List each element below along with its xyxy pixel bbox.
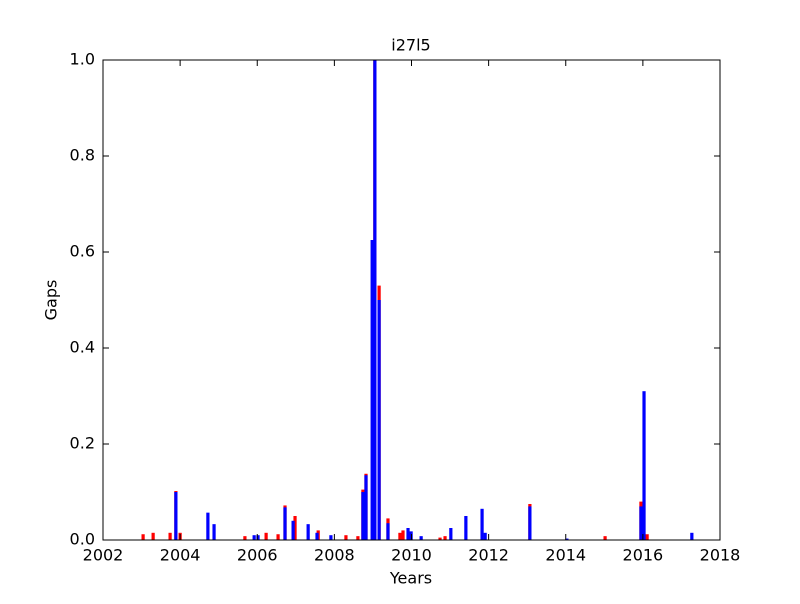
x-tick-label: 2008 xyxy=(314,546,355,565)
y-tick-label: 0.8 xyxy=(70,146,95,165)
bar xyxy=(293,516,297,540)
bar xyxy=(174,492,178,540)
bar xyxy=(256,535,260,540)
bar xyxy=(645,534,649,540)
bar xyxy=(401,530,405,540)
x-tick-label: 2002 xyxy=(83,546,124,565)
bar xyxy=(639,506,643,540)
bar xyxy=(386,523,390,540)
x-tick-label: 2018 xyxy=(700,546,741,565)
bar xyxy=(264,532,268,540)
bar xyxy=(464,516,468,540)
y-tick-label: 0.2 xyxy=(70,434,95,453)
chart-title: i27l5 xyxy=(391,36,430,55)
bar xyxy=(344,535,348,540)
y-tick-label: 0.4 xyxy=(70,338,95,357)
bar xyxy=(438,537,442,540)
bar xyxy=(419,536,423,540)
bar xyxy=(480,508,484,540)
bars xyxy=(141,60,694,540)
bar xyxy=(603,536,607,540)
bar xyxy=(449,528,453,540)
bar xyxy=(406,528,410,540)
bar xyxy=(364,475,368,540)
y-tick-label: 1.0 xyxy=(70,50,95,69)
bar xyxy=(361,492,365,540)
bar xyxy=(252,535,256,540)
bar xyxy=(151,532,155,540)
bar xyxy=(206,512,210,540)
bar xyxy=(291,520,295,540)
bar xyxy=(276,534,280,540)
bar xyxy=(315,532,319,540)
y-axis-label: Gaps xyxy=(42,280,61,321)
bar xyxy=(329,535,333,540)
bar xyxy=(373,60,377,540)
x-tick-label: 2012 xyxy=(468,546,509,565)
x-tick-label: 2016 xyxy=(623,546,664,565)
bar xyxy=(377,300,381,540)
bar xyxy=(690,532,694,540)
bar xyxy=(243,536,247,540)
y-tick-label: 0.0 xyxy=(70,530,95,549)
bar xyxy=(212,524,216,540)
bar xyxy=(483,532,487,540)
bar xyxy=(283,507,287,540)
x-tick-label: 2006 xyxy=(237,546,278,565)
bar xyxy=(565,538,569,540)
bar xyxy=(141,534,145,540)
bar xyxy=(306,524,310,540)
bar xyxy=(168,532,172,540)
bar xyxy=(528,506,532,540)
y-tick-label: 0.6 xyxy=(70,242,95,261)
bar xyxy=(370,240,374,540)
bar xyxy=(443,536,447,540)
x-tick-label: 2010 xyxy=(391,546,432,565)
x-tick-label: 2004 xyxy=(160,546,201,565)
x-tick-label: 2014 xyxy=(545,546,586,565)
bar xyxy=(398,532,402,540)
x-axis-label: Years xyxy=(389,569,432,588)
bar xyxy=(356,536,360,540)
bar xyxy=(642,391,646,540)
